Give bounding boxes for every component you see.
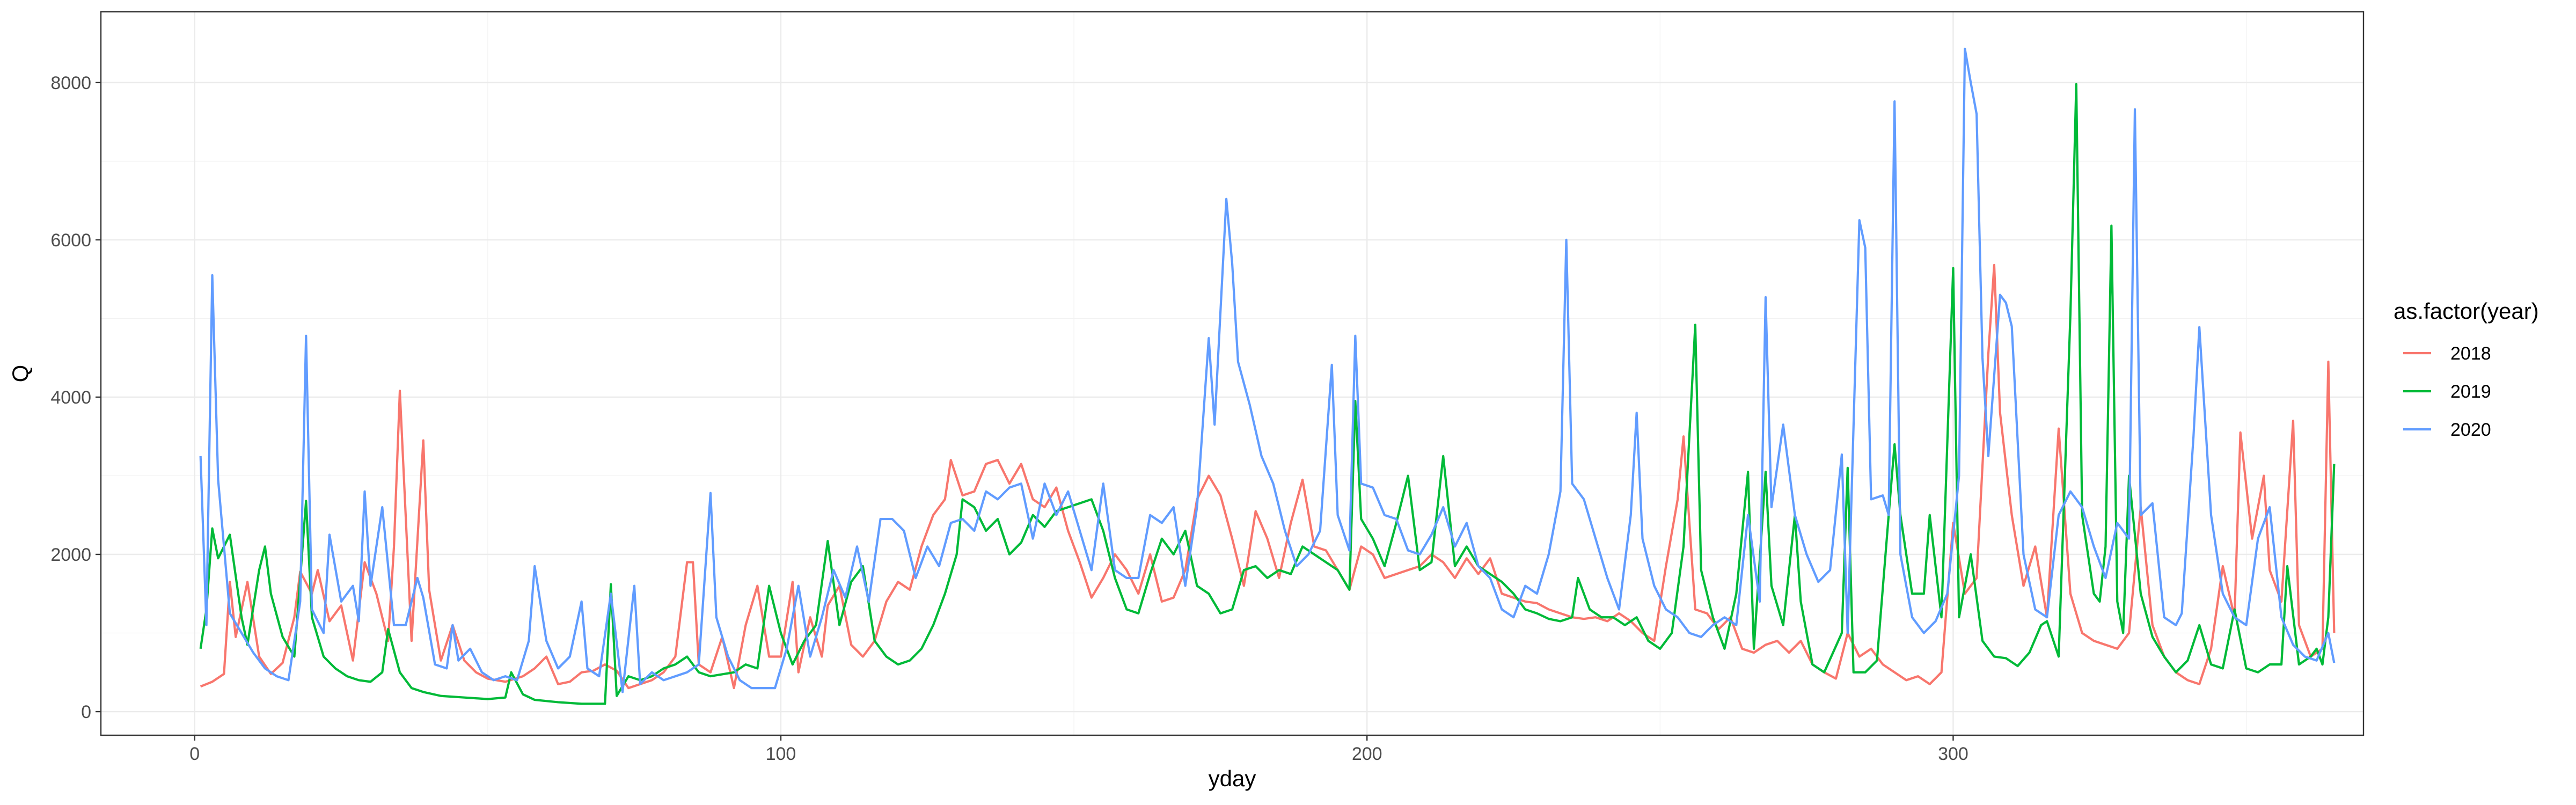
plot-panel-border: [100, 11, 2365, 736]
y-axis: 0 2000 4000 6000 8000: [50, 73, 101, 722]
x-axis: 0 100 200 300: [189, 735, 1968, 764]
y-axis-title: Q: [8, 365, 33, 383]
legend: as.factor(year) 2018 2019 2020: [2394, 298, 2539, 440]
y-tick-label: 8000: [50, 73, 91, 93]
legend-label-2020: 2020: [2450, 420, 2491, 440]
legend-item-2019: 2019: [2403, 382, 2491, 402]
series-line-2020: [199, 47, 2336, 693]
x-axis-title: yday: [1209, 766, 1256, 791]
y-tick-label: 6000: [50, 230, 91, 251]
series-lines: [199, 47, 2336, 705]
legend-items: 2018 2019 2020: [2403, 343, 2491, 440]
x-tick-label: 0: [189, 744, 200, 764]
legend-label-2019: 2019: [2450, 382, 2491, 402]
x-tick-label: 100: [766, 744, 796, 764]
legend-label-2018: 2018: [2450, 343, 2491, 364]
series-line-2019: [199, 83, 2336, 705]
y-tick-label: 4000: [50, 387, 91, 408]
minor-gridlines: [101, 12, 2363, 735]
legend-item-2020: 2020: [2403, 420, 2491, 440]
x-tick-label: 300: [1938, 744, 1968, 764]
legend-title: as.factor(year): [2394, 298, 2539, 324]
y-tick-label: 2000: [50, 545, 91, 565]
x-tick-label: 200: [1352, 744, 1382, 764]
legend-item-2018: 2018: [2403, 343, 2491, 364]
series-line-2018: [200, 264, 2336, 690]
y-tick-label: 0: [81, 702, 91, 722]
